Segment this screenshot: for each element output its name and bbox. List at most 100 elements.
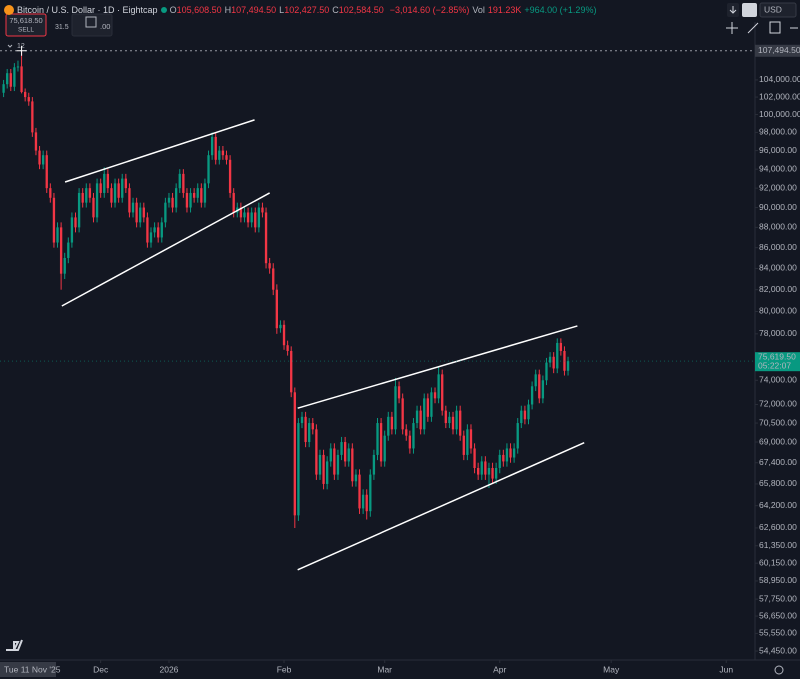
candle-body <box>315 429 318 475</box>
download-icon <box>729 6 737 14</box>
candle-body <box>300 416 304 424</box>
candle-body <box>16 66 20 68</box>
x-tick-label: Jun <box>719 664 733 674</box>
candle-body <box>423 398 426 430</box>
sell-button[interactable] <box>5 13 47 37</box>
candle-body <box>124 178 128 189</box>
candle-body <box>207 155 210 184</box>
candle-body <box>77 192 81 228</box>
y-tick-label: 61,350.00 <box>759 540 797 550</box>
currency-select[interactable] <box>759 2 797 18</box>
candle-body <box>390 416 394 430</box>
candle-body <box>498 454 501 468</box>
candle-body <box>476 467 480 475</box>
candle-body <box>383 435 386 462</box>
candle-body <box>6 73 9 85</box>
x-tick-label: May <box>603 664 620 674</box>
candle-body <box>192 192 196 198</box>
candle-body <box>196 188 199 198</box>
candle-body <box>559 342 563 351</box>
candle-body <box>221 150 225 156</box>
candle-body <box>566 361 570 371</box>
candle-body <box>480 461 483 475</box>
ohlc-value: 107,494.50 <box>231 5 277 15</box>
candle-body <box>379 423 383 462</box>
collapse-icon[interactable] <box>7 44 13 48</box>
candle-body <box>74 217 77 228</box>
candle-body <box>538 374 541 399</box>
indicator-count: 12 <box>17 43 25 50</box>
candle-body <box>397 386 401 399</box>
candle-body <box>469 429 473 449</box>
y-tick-label: 84,000.00 <box>759 263 797 273</box>
trendline <box>297 325 578 409</box>
logo <box>6 639 23 651</box>
candle-body <box>232 192 235 213</box>
candle-body <box>512 448 516 458</box>
coin-icon <box>4 5 14 15</box>
candle-body <box>333 448 336 475</box>
last-price-tag <box>755 352 800 372</box>
x-tick-label: Feb <box>277 664 292 674</box>
candle-body <box>376 423 379 455</box>
account-button[interactable] <box>742 3 757 17</box>
candle-body <box>520 410 523 424</box>
candle-body <box>347 448 350 462</box>
trendline <box>64 119 255 183</box>
candle-body <box>106 173 110 189</box>
candle-body <box>415 410 419 424</box>
candle-body <box>257 207 261 228</box>
trendline-tool[interactable] <box>747 22 759 34</box>
candle-body <box>426 398 430 417</box>
candle-body <box>70 217 74 243</box>
candle-body <box>214 136 217 160</box>
candle-body <box>541 380 545 399</box>
candle-body <box>430 392 433 417</box>
candle-body <box>182 173 185 193</box>
candle-body <box>369 474 372 512</box>
y-tick-label: 90,000.00 <box>759 202 797 212</box>
candle-body <box>325 461 329 484</box>
candle-body <box>351 448 354 482</box>
candle-body <box>448 416 451 424</box>
candle-body <box>88 188 92 198</box>
candle-body <box>534 374 537 387</box>
candle-body <box>254 212 257 228</box>
candle-body <box>261 207 264 213</box>
candle-body <box>451 416 455 430</box>
layout-tool[interactable] <box>769 21 781 34</box>
crosshair-tool[interactable] <box>726 22 738 34</box>
candle-body <box>225 155 228 160</box>
candle-body <box>171 197 174 208</box>
candle-body <box>246 212 250 223</box>
candle-body <box>164 202 167 223</box>
y-tick-label: 69,000.00 <box>759 436 797 446</box>
y-tick-label: 92,000.00 <box>759 182 797 192</box>
settings-button[interactable] <box>774 665 784 675</box>
candle-body <box>200 188 203 203</box>
y-tick-label: 102,000.00 <box>759 91 800 101</box>
candle-body <box>85 188 88 203</box>
candle-body <box>167 197 171 203</box>
buy-button[interactable] <box>71 13 113 37</box>
candle-body <box>516 423 519 449</box>
candle-body <box>149 232 153 243</box>
candle-body <box>174 188 178 208</box>
candle-body <box>329 448 332 462</box>
candle-body <box>178 173 181 189</box>
change: −3,014.60 (−2.85%) <box>389 5 470 15</box>
price-axis-bg <box>755 0 800 679</box>
candle-body <box>157 227 160 238</box>
ohlc-key: C <box>332 5 339 15</box>
candle-body <box>322 454 325 484</box>
y-tick-label: 54,450.00 <box>759 645 797 655</box>
y-tick-label: 94,000.00 <box>759 163 797 173</box>
y-tick-label: 82,000.00 <box>759 284 797 294</box>
candle-body <box>419 410 422 430</box>
candle-body <box>365 494 368 512</box>
candle-body <box>487 467 491 475</box>
ohlc-key: L <box>279 5 285 15</box>
crosshair-price-label: 107,494.50 <box>758 45 800 55</box>
candle-body <box>361 494 365 509</box>
